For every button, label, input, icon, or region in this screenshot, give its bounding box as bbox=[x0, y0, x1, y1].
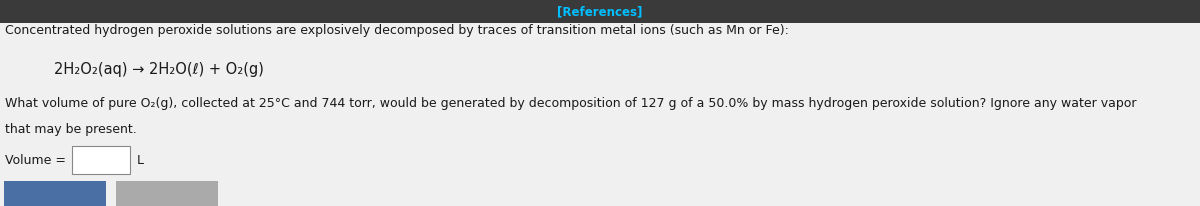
FancyBboxPatch shape bbox=[0, 0, 1200, 24]
FancyBboxPatch shape bbox=[72, 146, 130, 174]
Text: What volume of pure O₂(g), collected at 25°C and 744 torr, would be generated by: What volume of pure O₂(g), collected at … bbox=[5, 97, 1136, 109]
FancyBboxPatch shape bbox=[116, 181, 218, 206]
Text: L: L bbox=[137, 153, 144, 166]
Text: [References]: [References] bbox=[557, 5, 643, 18]
Text: Volume =: Volume = bbox=[5, 153, 66, 166]
Text: that may be present.: that may be present. bbox=[5, 122, 137, 135]
Text: Concentrated hydrogen peroxide solutions are explosively decomposed by traces of: Concentrated hydrogen peroxide solutions… bbox=[5, 23, 788, 36]
FancyBboxPatch shape bbox=[4, 181, 106, 206]
Text: 2H₂O₂(aq) → 2H₂O(ℓ) + O₂(g): 2H₂O₂(aq) → 2H₂O(ℓ) + O₂(g) bbox=[54, 62, 264, 76]
